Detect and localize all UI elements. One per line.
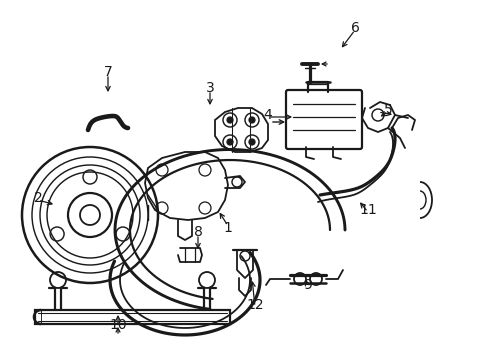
Text: 2: 2 [34,191,42,205]
Text: 9: 9 [303,278,312,292]
Circle shape [226,139,232,145]
Bar [35,310,229,324]
Text: 5: 5 [383,103,391,117]
Circle shape [226,117,232,123]
Text: 3: 3 [205,81,214,95]
Text: 4: 4 [263,108,272,122]
Text: 6: 6 [350,21,359,35]
Text: 7: 7 [103,65,112,79]
Circle shape [248,139,254,145]
Text: 8: 8 [193,225,202,239]
Text: 1: 1 [223,221,232,235]
Text: 11: 11 [358,203,376,217]
Circle shape [248,117,254,123]
Text: 12: 12 [245,298,263,312]
Text: 10: 10 [109,318,126,332]
